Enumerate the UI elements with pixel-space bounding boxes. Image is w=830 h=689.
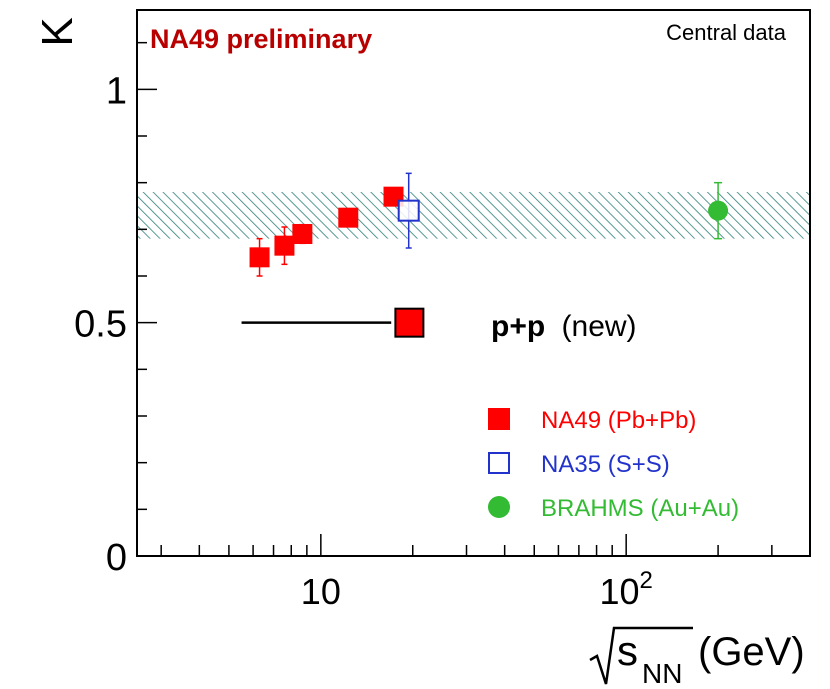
legend-marker-brahms [488, 496, 510, 518]
y-tick-label: 0 [106, 537, 127, 579]
x-tick-label: 102 [599, 567, 652, 612]
axis-ticks: 0 0.5 1 10 102 [74, 41, 811, 612]
pp-label: p+p (new) [491, 310, 637, 343]
x-tick-label: 10 [301, 571, 341, 612]
na49-point [274, 235, 295, 256]
na49-point [249, 247, 270, 268]
chart-title: NA49 preliminary [150, 24, 372, 54]
pp-label-rest: (new) [562, 310, 637, 343]
x-axis-label-unit: (GeV) [698, 630, 805, 674]
chart-subtitle: Central data [666, 20, 787, 45]
legend-marker-na35 [488, 452, 510, 474]
data-markers [241, 172, 729, 338]
pp-label-bold: p+p [491, 310, 545, 343]
x-axis-label-sub: NN [642, 658, 682, 689]
legend-label-brahms: BRAHMS (Au+Au) [541, 495, 739, 522]
na49-point [292, 224, 313, 244]
pp-point [394, 307, 425, 338]
y-axis-label: K [33, 17, 82, 46]
legend-label-na49: NA49 (Pb+Pb) [541, 407, 696, 434]
x-axis-label-s: s [617, 627, 638, 674]
na49-point [338, 207, 359, 228]
sqrt-symbol-icon [589, 626, 693, 685]
legend-marker-na49 [488, 408, 510, 430]
y-tick-label: 0.5 [74, 304, 127, 346]
legend-label-na35: NA35 (S+S) [541, 451, 670, 478]
legend: NA49 (Pb+Pb) NA35 (S+S) BRAHMS (Au+Au) [488, 407, 739, 522]
systematic-band [137, 192, 810, 239]
na35-point [397, 199, 420, 222]
y-tick-label: 1 [106, 70, 127, 112]
plot-frame [136, 9, 811, 557]
band-area [137, 192, 810, 239]
brahms-point [708, 200, 729, 221]
x-tick-label-exponent: 2 [640, 567, 653, 594]
